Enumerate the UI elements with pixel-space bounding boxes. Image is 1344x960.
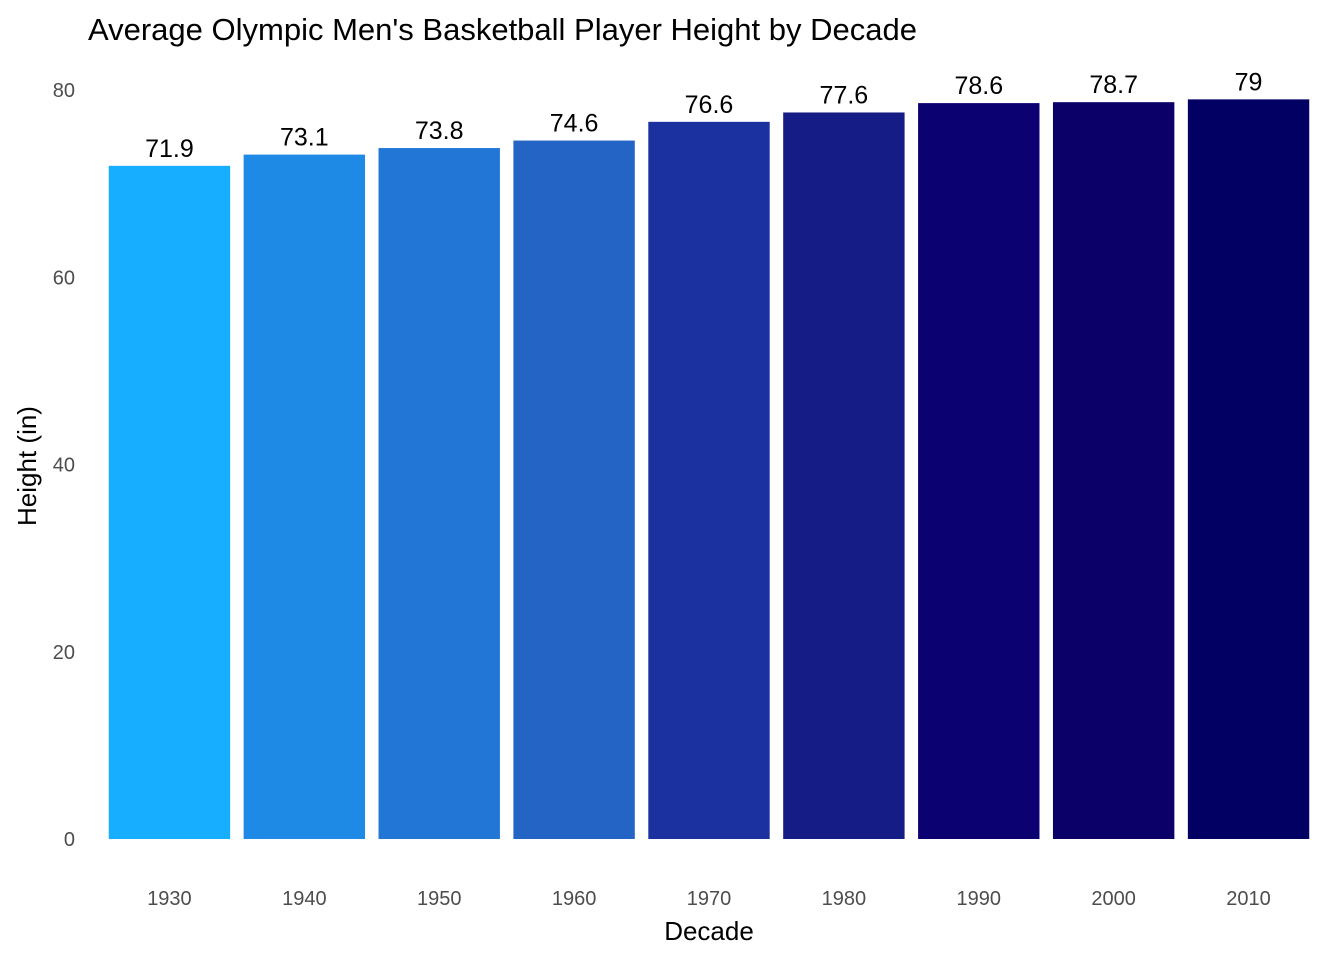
data-label-1940: 73.1: [280, 124, 329, 152]
data-labels: 71.9 73.1 73.8 74.6 76.6 77.6 78.6 78.7 79: [145, 68, 1262, 162]
y-tick-label: 60: [53, 267, 75, 289]
bar-2000: [1052, 102, 1175, 839]
y-axis-ticks: 0 20 40 60 80: [53, 80, 75, 851]
x-axis-label: Decade: [664, 916, 754, 946]
x-tick-label: 1990: [957, 888, 1002, 910]
data-label-1990: 78.6: [954, 72, 1003, 100]
y-tick-label: 20: [53, 642, 75, 664]
bar-1970: [648, 121, 770, 839]
data-label-2000: 78.7: [1089, 71, 1138, 99]
y-axis-label: Height (in): [12, 406, 42, 526]
data-label-1930: 71.9: [145, 135, 194, 163]
x-tick-label: 1940: [282, 888, 327, 910]
x-tick-label: 1970: [687, 888, 732, 910]
data-label-1970: 76.6: [685, 91, 734, 119]
bar-1990: [918, 103, 1040, 840]
data-label-2010: 79: [1235, 68, 1263, 96]
y-tick-label: 0: [64, 829, 75, 851]
data-label-1960: 74.6: [550, 110, 599, 138]
x-tick-label: 2000: [1091, 888, 1136, 910]
bar-2010: [1187, 99, 1310, 840]
bar-1980: [783, 112, 905, 840]
x-tick-label: 1950: [417, 888, 462, 910]
bar-1960: [513, 140, 635, 839]
bar-1950: [378, 148, 500, 840]
data-label-1980: 77.6: [820, 81, 869, 109]
x-tick-label: 1930: [147, 888, 192, 910]
x-tick-label: 1960: [552, 888, 597, 910]
bars: [108, 99, 1310, 840]
x-axis-ticks: 1930 1940 1950 1960 1970 1980 1990 2000 2010: [147, 888, 1271, 910]
y-tick-label: 40: [53, 455, 75, 477]
chart-title: Average Olympic Men's Basketball Player …: [88, 12, 917, 47]
data-label-1950: 73.8: [415, 117, 464, 145]
x-tick-label: 1980: [822, 888, 867, 910]
bar-1940: [243, 154, 366, 839]
y-tick-label: 80: [53, 80, 75, 102]
x-tick-label: 2010: [1226, 888, 1271, 910]
bar-1930: [108, 165, 231, 839]
